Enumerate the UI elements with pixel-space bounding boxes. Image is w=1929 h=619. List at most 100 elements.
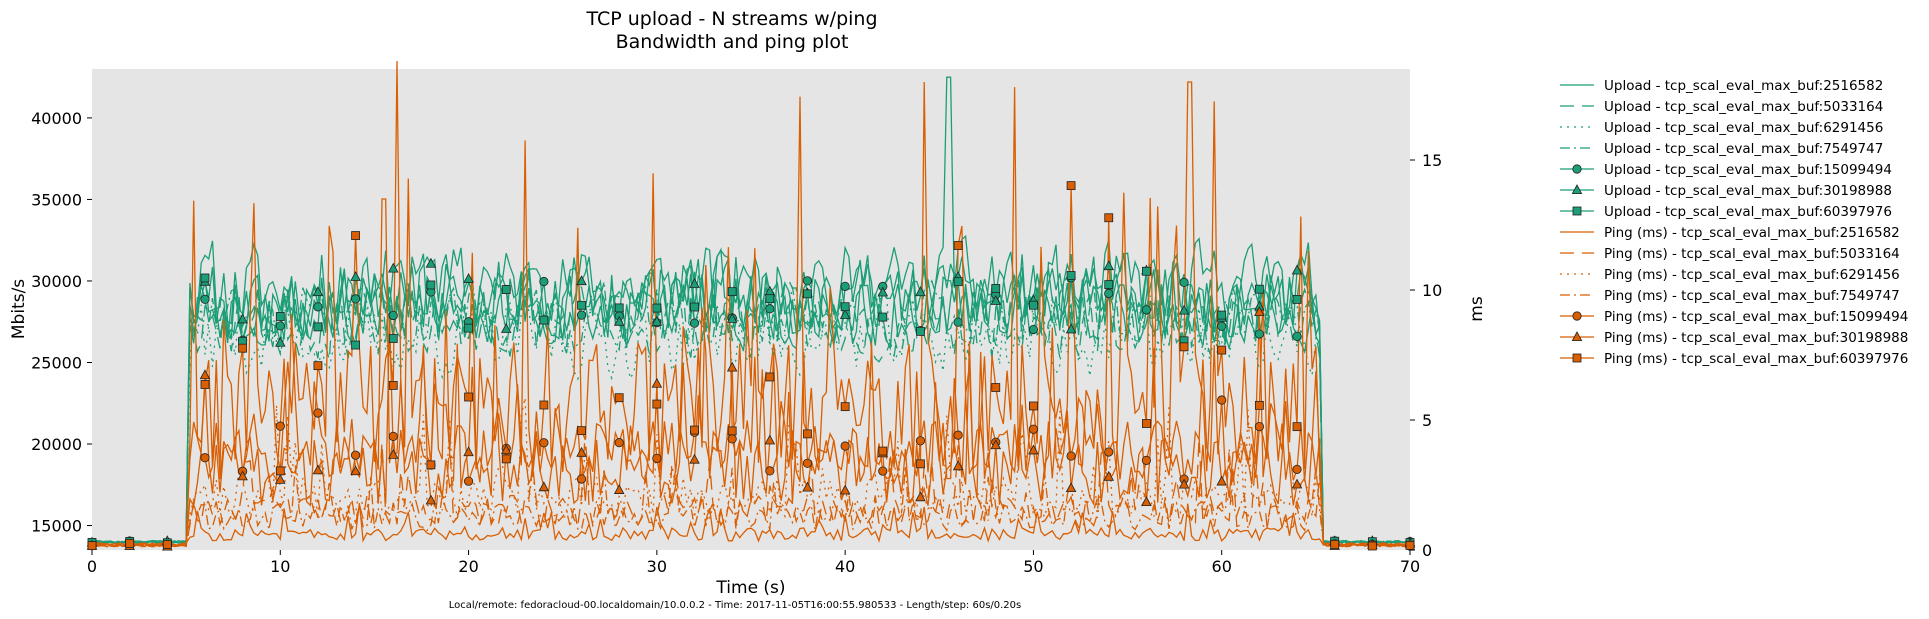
data-point-6 [576,275,587,286]
y-tick-label: 20000 [31,435,82,454]
data-point-12 [1217,395,1227,405]
data-point-6 [839,309,851,319]
data-point-12 [915,436,926,446]
data-point-6 [275,336,286,347]
series-line-7 [91,262,1411,544]
data-point-5 [1141,305,1152,315]
data-point-5 [1104,288,1114,299]
data-point-14 [1292,422,1302,432]
data-point-6 [1178,304,1190,315]
chart-title: TCP upload - N streams w/ping [585,8,877,30]
data-point-7 [464,323,473,333]
data-point-12 [1028,424,1039,434]
legend-label-12: Ping (ms) - tcp_scal_eval_max_buf:150994… [1604,309,1908,325]
series-line-14 [91,60,1411,548]
axis-layer: 0 10 20 30 40 50 60 701500020000250003000035000… [31,109,1442,576]
series-line-2 [91,279,1411,544]
data-point-7 [953,277,963,287]
y-tick-label: 40000 [31,109,82,128]
data-point-12 [765,466,775,476]
data-point-12 [840,441,850,451]
legend-label-5: Upload - tcp_scal_eval_max_buf:15099494 [1604,162,1892,178]
data-point-5 [689,318,700,328]
legend-marker-13 [1571,331,1583,342]
data-point-5 [576,310,587,320]
legend-label-6: Upload - tcp_scal_eval_max_buf:30198988 [1604,183,1892,199]
legend-label-8: Ping (ms) - tcp_scal_eval_max_buf:251658… [1604,225,1900,241]
data-point-14 [1254,400,1264,410]
data-point-14 [991,383,1001,392]
series-line-12 [91,198,1411,548]
series-line-13 [91,312,1411,548]
data-point-5 [953,317,963,327]
data-point-6 [463,273,474,283]
data-point-13 [990,439,1002,450]
y-axis-label: Mbits/s [9,279,29,339]
data-point-12 [727,434,737,444]
data-point-7 [1029,300,1038,310]
data-point-12 [878,466,888,476]
series-line-8 [91,503,1411,548]
data-point-5 [1179,277,1189,287]
legend-label-4: Upload - tcp_scal_eval_max_buf:7549747 [1604,141,1883,157]
y2-tick-label: 5 [1422,411,1432,430]
data-point-6 [689,278,700,288]
y-tick-label: 15000 [31,517,82,536]
data-point-14 [1330,539,1340,549]
data-point-6 [990,295,1002,305]
data-point-7 [1217,310,1227,320]
data-point-14 [501,454,511,464]
data-point-14 [1367,541,1377,551]
data-point-5 [275,321,285,331]
chart-subtitle: Bandwidth and ping plot [616,31,849,53]
data-point-7 [916,326,925,336]
data-point-12 [275,421,285,431]
data-point-12 [313,408,323,418]
data-point-5 [765,304,775,314]
legend-label-1: Upload - tcp_scal_eval_max_buf:2516582 [1604,78,1883,94]
data-point-7 [991,284,1001,293]
series-line-1 [91,76,1411,544]
data-point-7 [313,322,323,332]
data-point-14 [162,540,172,549]
y2-tick-label: 15 [1422,151,1442,170]
legend-label-11: Ping (ms) - tcp_scal_eval_max_buf:754974… [1604,288,1900,304]
data-point-7 [426,280,436,290]
data-point-14 [87,541,97,551]
data-point-6 [312,286,324,297]
series-line-11 [91,448,1411,548]
data-point-12 [350,450,361,460]
data-point-5 [840,281,850,291]
x-tick-label: 70 [1400,557,1420,576]
legend-label-7: Upload - tcp_scal_eval_max_buf:60397976 [1604,204,1892,220]
legend-label-14: Ping (ms) - tcp_scal_eval_max_buf:603979… [1604,351,1908,367]
data-point-14 [238,343,248,353]
data-point-6 [500,323,512,333]
series-line-5 [91,258,1411,544]
x-tick-label: 50 [1023,557,1043,576]
data-point-14 [125,538,135,548]
legend-label-13: Ping (ms) - tcp_scal_eval_max_buf:301989… [1604,330,1908,346]
data-point-5 [802,276,813,286]
data-point-12 [953,430,963,440]
data-point-7 [275,312,285,321]
series-line-3 [91,292,1411,544]
x-tick-label: 20 [458,557,478,576]
data-point-13 [275,473,286,484]
data-point-13 [1216,475,1227,486]
data-point-5 [1292,331,1302,341]
data-point-7 [614,303,624,313]
legend-label-3: Upload - tcp_scal_eval_max_buf:6291456 [1604,120,1883,136]
data-point-13 [1254,306,1265,317]
y2-tick-label: 0 [1422,541,1432,560]
data-point-5 [313,302,323,312]
data-point-14 [878,446,888,456]
data-point-14 [916,459,925,469]
x-tick-label: 0 [87,557,97,576]
data-point-13 [500,444,512,455]
x-tick-label: 30 [647,557,667,576]
data-point-5 [1028,324,1039,335]
data-point-7 [878,312,888,322]
data-point-7 [1066,271,1076,280]
data-point-13 [1103,470,1115,481]
